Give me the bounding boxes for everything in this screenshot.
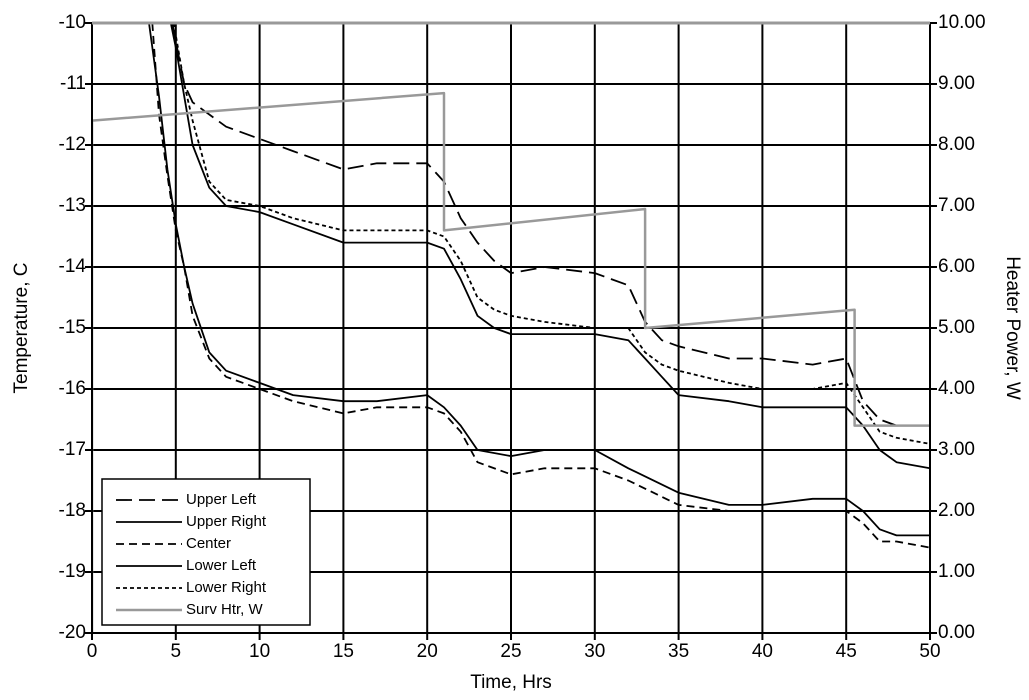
y-tick-label: -15 bbox=[59, 317, 86, 338]
y2-tick-label: 8.00 bbox=[938, 134, 975, 155]
series-line bbox=[173, 23, 930, 445]
axes: 0 5 10 15 20 25 30 35 40 45 50 -20 -19 -18 -17 -16 -15 -1… bbox=[59, 12, 986, 662]
x-tick-label: 30 bbox=[584, 641, 605, 662]
y2-tick-label: 9.00 bbox=[938, 73, 975, 94]
x-tick-label: 35 bbox=[668, 641, 689, 662]
x-axis-label: Time, Hrs bbox=[470, 672, 552, 693]
y-tick-label: -18 bbox=[59, 500, 86, 521]
y2-tick-label: 3.00 bbox=[938, 439, 975, 460]
y-tick-label: -20 bbox=[59, 622, 86, 643]
legend-label: Upper Right bbox=[186, 513, 267, 530]
legend-label: Lower Right bbox=[186, 579, 267, 596]
legend-label: Center bbox=[186, 535, 231, 552]
y2-axis-label: Heater Power, W bbox=[1002, 256, 1023, 400]
y-tick-label: -12 bbox=[59, 134, 86, 155]
y-tick-label: -19 bbox=[59, 561, 86, 582]
legend-label: Lower Left bbox=[186, 557, 257, 574]
y-tick-label: -10 bbox=[59, 12, 86, 33]
legend-label: Upper Left bbox=[186, 491, 257, 508]
series-line bbox=[151, 23, 930, 549]
legend-label: Surv Htr, W bbox=[186, 601, 264, 618]
y-tick-label: -13 bbox=[59, 195, 86, 216]
x-tick-label: 10 bbox=[249, 641, 270, 662]
y2-tick-label: 6.00 bbox=[938, 256, 975, 277]
series-line bbox=[148, 23, 930, 537]
y-tick-label: -11 bbox=[60, 73, 86, 94]
x-tick-label: 0 bbox=[87, 641, 98, 662]
y2-tick-label: 7.00 bbox=[938, 195, 975, 216]
series-line bbox=[171, 23, 930, 427]
y2-tick-label: 0.00 bbox=[938, 622, 975, 643]
x-tick-label: 45 bbox=[836, 641, 857, 662]
y2-tick-label: 1.00 bbox=[938, 561, 975, 582]
series-line bbox=[92, 91, 930, 633]
series-line bbox=[169, 23, 930, 470]
plot-area bbox=[92, 23, 930, 633]
x-tick-label: 50 bbox=[919, 641, 940, 662]
legend: Upper Left Upper Right Center Lower Left Low… bbox=[101, 478, 311, 626]
y-tick-label: -14 bbox=[59, 256, 87, 277]
y2-tick-label: 5.00 bbox=[938, 317, 975, 338]
y2-tick-label: 10.00 bbox=[938, 12, 986, 33]
y-tick-label: -16 bbox=[59, 378, 86, 399]
y2-tick-label: 2.00 bbox=[938, 500, 975, 521]
y-axis-label: Temperature, C bbox=[11, 263, 32, 394]
legend-box bbox=[101, 478, 311, 626]
x-tick-label: 15 bbox=[333, 641, 354, 662]
x-tick-label: 25 bbox=[500, 641, 521, 662]
x-tick-label: 20 bbox=[417, 641, 438, 662]
y2-tick-label: 4.00 bbox=[938, 378, 975, 399]
x-tick-label: 40 bbox=[752, 641, 773, 662]
y-tick-label: -17 bbox=[59, 439, 86, 460]
x-tick-label: 5 bbox=[171, 641, 182, 662]
